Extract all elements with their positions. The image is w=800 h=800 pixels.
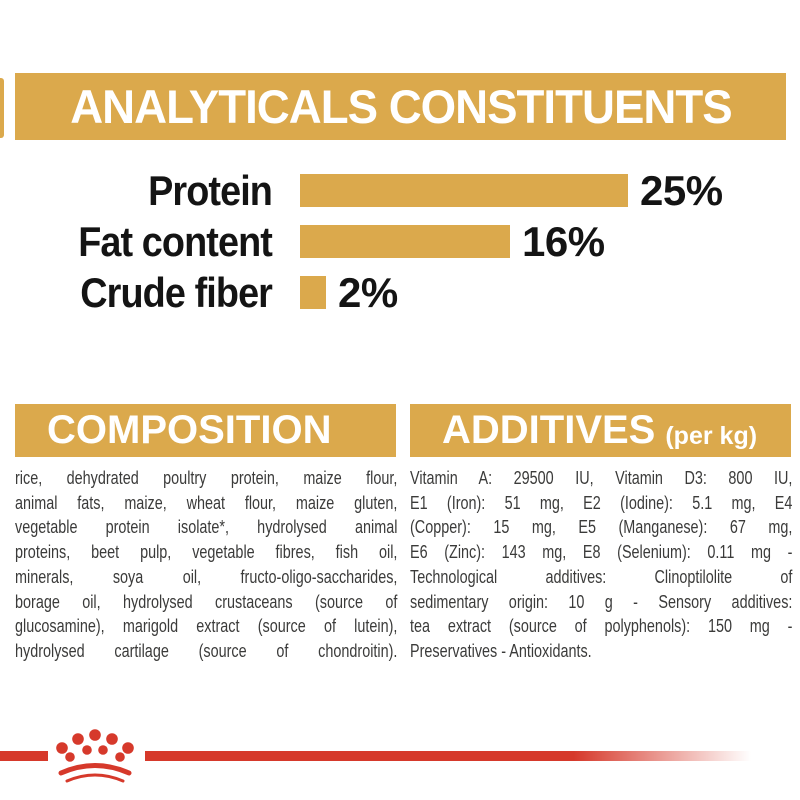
text-line: Technological additives: Clinoptilolite … xyxy=(410,566,793,587)
composition-header: COMPOSITION xyxy=(15,404,396,457)
royal-canin-crown-icon xyxy=(56,729,134,783)
composition-title: COMPOSITION xyxy=(47,408,332,452)
analyticals-title: ANALYTICALS CONSTITUENTS xyxy=(69,80,732,133)
text-line: Vitamin A: 29500 IU, Vitamin D3: 800 IU, xyxy=(410,468,793,488)
chart-value-label: 25% xyxy=(640,166,723,214)
text-line: borage oil, hydrolysed crustaceans (sour… xyxy=(15,591,398,612)
text-line: sedimentary origin: 10 g - Sensory addit… xyxy=(410,591,793,612)
text-line: animal fats, maize, wheat flour, maize g… xyxy=(15,492,398,513)
analyticals-header: ANALYTICALS CONSTITUENTS xyxy=(15,73,786,140)
additives-unit-suffix: (per kg) xyxy=(665,422,758,450)
text-line: glucosamine), marigold extract (source o… xyxy=(15,616,398,637)
chart-bar xyxy=(300,225,510,258)
text-line: (Copper): 15 mg, E5 (Manganese): 67 mg, xyxy=(410,517,793,538)
text-line: proteins, beet pulp, vegetable fibres, f… xyxy=(15,542,398,563)
chart-row: Protein 25% xyxy=(0,165,800,216)
text-line: E1 (Iron): 51 mg, E2 (Iodine): 5.1 mg, E… xyxy=(410,492,793,513)
adjacent-slide-edge xyxy=(0,78,4,138)
additives-title: ADDITIVES xyxy=(442,408,656,452)
chart-category-label: Fat content xyxy=(78,217,273,265)
text-line: Preservatives - Antioxidants. xyxy=(410,640,592,661)
text-line: hydrolysed cartilage (source of chondroi… xyxy=(15,640,398,661)
chart-row: Crude fiber 2% xyxy=(0,267,800,318)
chart-bar xyxy=(300,276,326,309)
text-line: tea extract (source of polyphenols): 150… xyxy=(410,616,793,637)
composition-text: rice, dehydrated poultry protein, maize … xyxy=(15,466,397,664)
chart-value-label: 2% xyxy=(338,268,398,316)
chart-category-label: Crude fiber xyxy=(80,268,273,316)
analytical-constituents-chart: Protein 25% Fat content 16% Crude fiber 2% xyxy=(0,165,800,318)
text-line: rice, dehydrated poultry protein, maize … xyxy=(15,468,398,488)
footer-rule-right xyxy=(145,751,757,761)
additives-header: ADDITIVES (per kg) xyxy=(410,404,791,457)
additives-text: Vitamin A: 29500 IU, Vitamin D3: 800 IU,… xyxy=(410,466,792,664)
chart-value-label: 16% xyxy=(522,217,605,265)
text-line: vegetable protein isolate*, hydrolysed a… xyxy=(15,517,398,538)
chart-bar xyxy=(300,174,628,207)
text-line: E6 (Zinc): 143 mg, E8 (Selenium): 0.11 m… xyxy=(410,542,793,563)
footer-rule-left xyxy=(0,751,48,761)
chart-category-label: Protein xyxy=(148,166,273,214)
text-line: minerals, soya oil, fructo-oligo-sacchar… xyxy=(15,566,398,587)
chart-row: Fat content 16% xyxy=(0,216,800,267)
